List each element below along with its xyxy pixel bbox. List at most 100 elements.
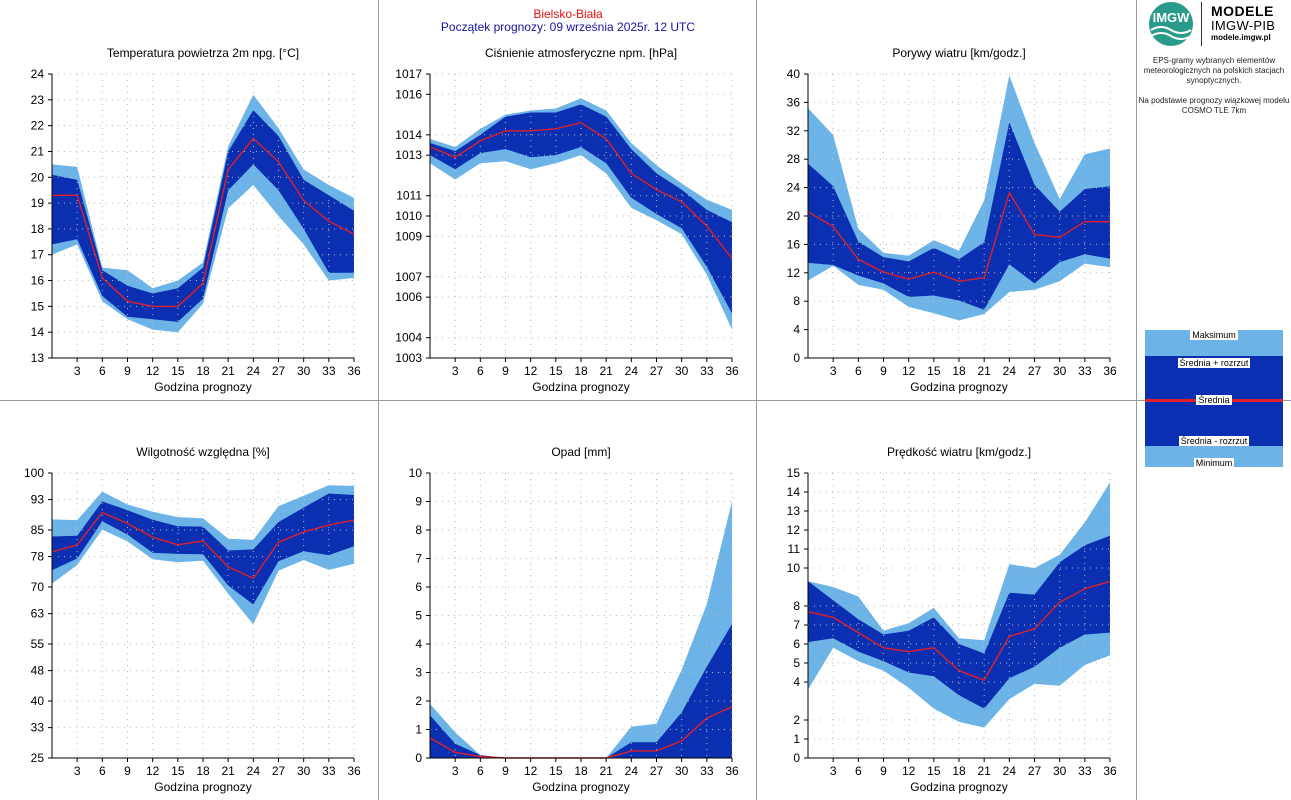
- y-tick-label: 28: [787, 152, 801, 166]
- y-tick-label: 9: [415, 495, 422, 509]
- x-tick-label: 15: [549, 364, 563, 378]
- y-tick-label: 25: [31, 751, 45, 765]
- x-tick-label: 33: [700, 764, 714, 778]
- y-tick-label: 78: [31, 550, 45, 564]
- y-tick-label: 12: [787, 523, 801, 537]
- y-tick-label: 1016: [395, 87, 422, 101]
- x-tick-label: 27: [272, 764, 286, 778]
- y-tick-label: 32: [787, 124, 801, 138]
- x-tick-label: 18: [196, 764, 210, 778]
- y-tick-label: 1009: [395, 229, 422, 243]
- x-tick-label: 36: [347, 764, 361, 778]
- x-tick-label: 15: [927, 364, 941, 378]
- x-tick-label: 15: [927, 764, 941, 778]
- x-tick-label: 33: [322, 764, 336, 778]
- y-tick-label: 13: [31, 351, 45, 365]
- y-tick-label: 1003: [395, 351, 422, 365]
- x-tick-label: 18: [574, 764, 588, 778]
- x-tick-label: 24: [247, 364, 261, 378]
- chart-title: Wilgotność względna [%]: [136, 445, 269, 459]
- y-tick-label: 100: [24, 466, 44, 480]
- y-tick-label: 15: [31, 299, 45, 313]
- x-tick-label: 3: [452, 764, 459, 778]
- y-tick-label: 7: [793, 618, 800, 632]
- imgw-logo: IMGW: [1149, 2, 1202, 46]
- x-tick-label: 9: [880, 764, 887, 778]
- y-tick-label: 70: [31, 580, 45, 594]
- y-tick-label: 1: [793, 732, 800, 746]
- y-tick-label: 4: [415, 637, 422, 651]
- x-tick-label: 6: [99, 764, 106, 778]
- x-tick-label: 30: [297, 364, 311, 378]
- x-axis-label: Godzina prognozy: [910, 780, 1007, 794]
- chart-title: Opad [mm]: [551, 445, 610, 459]
- x-tick-label: 27: [1028, 364, 1042, 378]
- legend-mean-minus-label: Średnia - rozrzut: [1178, 436, 1250, 446]
- x-tick-label: 6: [855, 364, 862, 378]
- y-tick-label: 8: [793, 294, 800, 308]
- x-tick-label: 18: [196, 364, 210, 378]
- x-tick-label: 21: [221, 364, 235, 378]
- y-tick-label: 0: [793, 751, 800, 765]
- y-tick-label: 36: [787, 95, 801, 109]
- x-tick-label: 24: [625, 764, 639, 778]
- y-tick-label: 85: [31, 523, 45, 537]
- x-axis-label: Godzina prognozy: [910, 380, 1007, 394]
- x-tick-label: 33: [322, 364, 336, 378]
- y-tick-label: 17: [31, 248, 45, 262]
- logo-text-url: modele.imgw.pl: [1211, 33, 1271, 42]
- y-tick-label: 4: [793, 675, 800, 689]
- x-tick-label: 9: [502, 764, 509, 778]
- x-tick-label: 30: [1053, 364, 1067, 378]
- x-tick-label: 27: [1028, 764, 1042, 778]
- legend-band-light: [1145, 446, 1283, 467]
- y-tick-label: 1007: [395, 270, 422, 284]
- x-tick-label: 36: [725, 364, 739, 378]
- y-tick-label: 21: [31, 144, 45, 158]
- y-tick-label: 24: [787, 181, 801, 195]
- y-tick-label: 18: [31, 222, 45, 236]
- x-tick-label: 33: [700, 364, 714, 378]
- x-tick-label: 12: [146, 764, 160, 778]
- y-tick-label: 2: [415, 694, 422, 708]
- x-tick-label: 36: [347, 364, 361, 378]
- y-tick-label: 8: [415, 523, 422, 537]
- mean-line: [807, 580, 1111, 681]
- y-tick-label: 14: [787, 485, 801, 499]
- y-tick-label: 7: [415, 552, 422, 566]
- chart-title: Temperatura powietrza 2m npg. [°C]: [107, 46, 299, 60]
- chart-title: Prędkość wiatru [km/godz.]: [887, 445, 1031, 459]
- x-axis-label: Godzina prognozy: [532, 380, 629, 394]
- logo-text-imgw: IMGW-PIB: [1211, 18, 1276, 33]
- x-tick-label: 6: [99, 364, 106, 378]
- x-tick-label: 36: [1103, 764, 1117, 778]
- x-tick-label: 12: [146, 364, 160, 378]
- band-spread: [808, 535, 1110, 709]
- x-tick-label: 24: [1003, 364, 1017, 378]
- y-tick-label: 22: [31, 119, 45, 133]
- x-tick-label: 9: [124, 764, 131, 778]
- info-text: EPS-gramy wybranych elementów meteorolog…: [1137, 56, 1291, 126]
- info-paragraph-1: EPS-gramy wybranych elementów meteorolog…: [1143, 56, 1285, 85]
- y-tick-label: 10: [787, 561, 801, 575]
- band-min-max: [430, 98, 732, 330]
- info-paragraph-2: Na podstawie prognozy wiązkowej modelu C…: [1138, 96, 1290, 115]
- y-tick-label: 24: [31, 67, 45, 81]
- x-tick-label: 6: [477, 764, 484, 778]
- y-tick-label: 14: [31, 325, 45, 339]
- x-tick-label: 30: [297, 764, 311, 778]
- y-tick-label: 1014: [395, 128, 422, 142]
- y-tick-label: 55: [31, 637, 45, 651]
- x-tick-label: 27: [272, 364, 286, 378]
- y-tick-label: 15: [787, 466, 801, 480]
- x-tick-label: 18: [952, 764, 966, 778]
- y-tick-label: 0: [415, 751, 422, 765]
- y-tick-label: 48: [31, 664, 45, 678]
- y-tick-label: 40: [31, 694, 45, 708]
- band-spread: [430, 624, 732, 758]
- x-tick-label: 18: [574, 364, 588, 378]
- x-tick-label: 6: [477, 364, 484, 378]
- mean-line: [52, 137, 355, 308]
- x-tick-label: 21: [599, 364, 613, 378]
- chart-title: Porywy wiatru [km/godz.]: [892, 46, 1025, 60]
